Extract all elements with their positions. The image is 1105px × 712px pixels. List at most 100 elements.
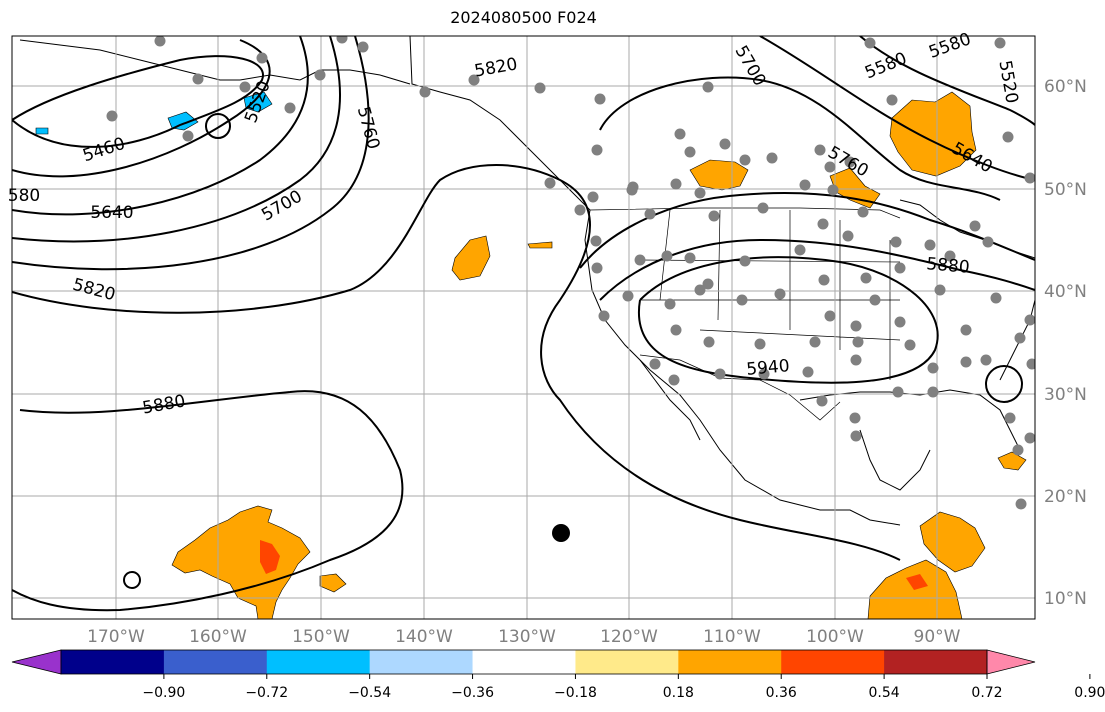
station-dot	[894, 262, 906, 274]
station-dot	[927, 386, 939, 398]
station-dot	[824, 310, 836, 322]
station-dot	[703, 336, 715, 348]
lon-tick-label: 170°W	[87, 627, 145, 647]
station-dot	[857, 206, 869, 218]
strong-anomaly-hawaii	[260, 540, 280, 574]
station-dot	[886, 94, 898, 106]
contour-label: 5820	[71, 275, 118, 306]
station-dot	[106, 110, 118, 122]
contour-label: 580	[8, 186, 40, 206]
station-dot	[664, 298, 676, 310]
station-dot	[890, 236, 902, 248]
colorbar-tick-label: −0.36	[451, 685, 494, 701]
positive-anomaly-small-b	[527, 241, 553, 249]
contour-5880	[12, 390, 404, 612]
contour-5460	[12, 55, 265, 148]
station-dot	[649, 358, 661, 370]
station-dot	[849, 412, 861, 424]
lon-tick-label: 90°W	[914, 627, 961, 647]
station-dot	[719, 138, 731, 150]
station-dot	[794, 244, 806, 256]
positive-anomaly-florida	[997, 451, 1027, 471]
strong-anomaly-central-america	[906, 574, 928, 590]
station-dot	[598, 310, 610, 322]
station-dot	[702, 278, 714, 290]
north-america-west-coast	[409, 36, 901, 526]
station-dot	[934, 284, 946, 296]
contour-label-layer: 5460552055805580552056405640570057005760…	[8, 29, 1022, 418]
station-dot	[239, 81, 251, 93]
station-dot	[924, 239, 936, 251]
station-dot	[694, 284, 706, 296]
anomaly-fill-layer	[35, 91, 1027, 619]
station-dot	[627, 181, 639, 193]
contour-label: 5880	[926, 254, 971, 278]
contour-small-loop-ak	[205, 113, 231, 139]
station-dot	[1012, 444, 1024, 456]
contour-5580-east	[859, 36, 1035, 126]
colorbar-tick-label: 0.72	[971, 685, 1002, 701]
colorbar-tick-label: −0.90	[142, 685, 185, 701]
station-dot	[708, 210, 720, 222]
colorbar-tick-label: 0.90	[1074, 685, 1105, 701]
lat-tick-label: 30°N	[1044, 385, 1087, 405]
station-dot	[357, 41, 369, 53]
lon-tick-label: 150°W	[292, 627, 350, 647]
colorbar-tick-labels: −0.90 −0.72 −0.54 −0.36 −0.18 0.18 0.36 0.54 0.7…	[142, 674, 1105, 701]
station-dot	[799, 179, 811, 191]
station-dot	[969, 220, 981, 232]
colorbar-tick-label: 0.36	[766, 685, 797, 701]
positive-anomaly-rockies	[689, 159, 749, 191]
station-dot	[674, 128, 686, 140]
station-dot	[850, 354, 862, 366]
colorbar-segment	[472, 650, 576, 674]
contour-label: 5580	[926, 29, 973, 63]
contour-label: 5940	[746, 356, 791, 380]
us-canada-border	[589, 207, 901, 219]
map-frame	[11, 35, 1036, 620]
lat-tick-label: 60°N	[1044, 77, 1087, 97]
station-dot	[591, 262, 603, 274]
station-dot	[622, 290, 634, 302]
station-dot	[1024, 432, 1035, 444]
station-dot	[1024, 172, 1035, 184]
positive-anomaly-hawaii-region	[171, 505, 311, 619]
colorbar-segment	[884, 650, 988, 674]
station-dot	[754, 338, 766, 350]
positive-anomaly-canada-east	[889, 91, 977, 177]
state-lines	[639, 209, 901, 380]
colorbar-tick-label: 0.54	[869, 685, 900, 701]
station-dot	[661, 250, 673, 262]
station-dot	[591, 144, 603, 156]
station-dot	[736, 294, 748, 306]
station-dot	[154, 36, 166, 47]
map-title: 2024080500 F024	[450, 8, 597, 27]
lat-tick-label: 10°N	[1044, 589, 1087, 609]
colorbar-segment	[61, 650, 165, 674]
lon-tick-label: 110°W	[703, 627, 761, 647]
station-dot	[818, 274, 830, 286]
station-dot	[284, 102, 296, 114]
contour-5760	[12, 36, 370, 271]
us-mexico-border	[639, 354, 841, 421]
lat-tick-label: 40°N	[1044, 282, 1087, 302]
contour-5640	[12, 36, 309, 216]
colorbar-segment	[266, 650, 371, 674]
contour-label: 5460	[80, 134, 127, 166]
contour-small-loop-se	[985, 365, 1023, 403]
station-dot	[824, 161, 836, 173]
lon-tick-label: 140°W	[395, 627, 453, 647]
station-dot	[1024, 314, 1035, 326]
station-dot	[336, 36, 348, 44]
contour-5820-west	[12, 164, 901, 561]
contour-5580	[12, 39, 271, 178]
contour-5640-east	[759, 36, 1035, 181]
gulf-of-mexico-coast	[799, 389, 1021, 451]
contour-label: 5640	[90, 203, 133, 223]
positive-anomaly-pacific	[451, 235, 491, 281]
station-dot	[844, 156, 856, 168]
yucatan	[859, 429, 931, 491]
colorbar-tick-label: −0.18	[554, 685, 597, 701]
station-dot	[817, 218, 829, 230]
